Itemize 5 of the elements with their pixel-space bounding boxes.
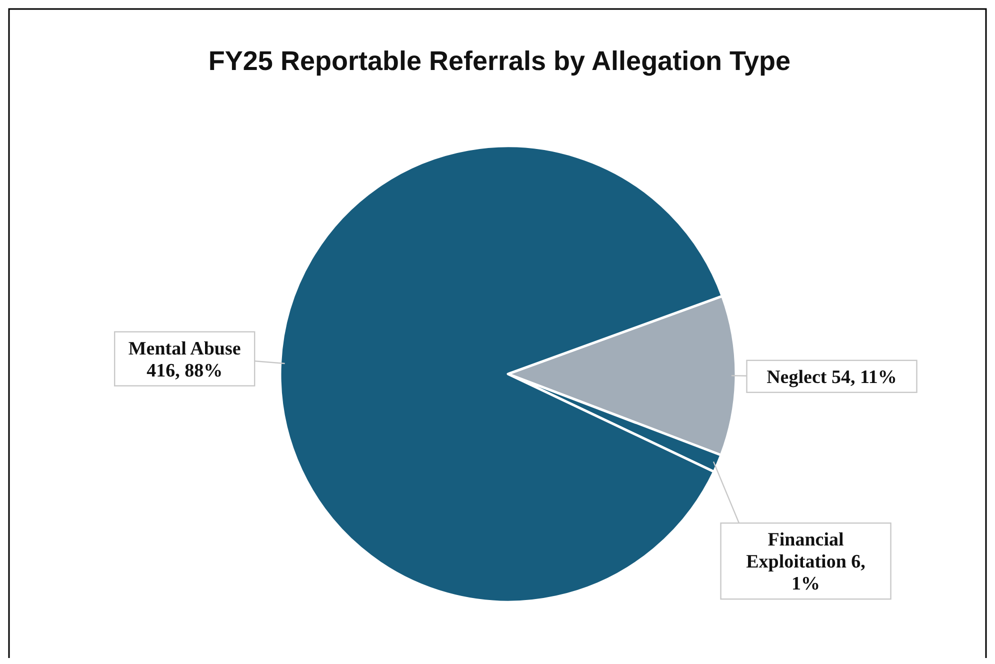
slice-label: Financial Exploitation 6, 1%	[746, 530, 866, 595]
data-label: 416, 88%	[146, 360, 223, 382]
slice-label: Mental Abuse	[128, 338, 241, 360]
chart-title: FY25 Reportable Referrals by Allegation Type	[208, 46, 791, 76]
slice-label: Neglect 54, 11%	[766, 366, 897, 388]
